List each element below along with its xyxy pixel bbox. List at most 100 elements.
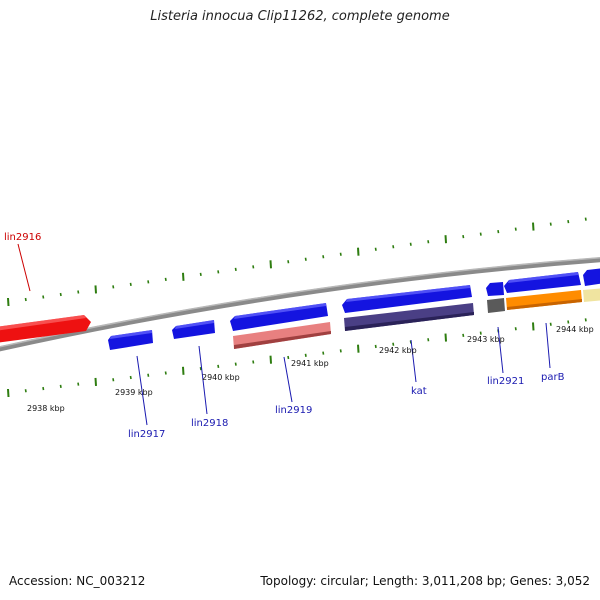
major-tick [532,322,535,331]
gene-lin2916[interactable] [0,315,91,343]
gene-label-lin2918[interactable]: lin2918 [191,418,228,429]
major-tick [357,344,360,353]
gene-label-lin2917[interactable]: lin2917 [128,429,165,440]
gene-label-lin2919[interactable]: lin2919 [275,405,312,416]
minor-tick [42,386,45,391]
position-label: 2941 kbp [291,359,329,368]
accession-text: Accession: NC_003212 [9,574,146,588]
minor-tick [252,265,255,269]
gene-parB[interactable] [504,272,581,293]
gene-label-kat[interactable]: kat [411,386,427,397]
minor-tick [339,252,342,256]
minor-tick [164,277,167,282]
minor-tick [514,327,517,331]
gene-label-lin2916[interactable]: lin2916 [4,232,41,243]
minor-tick [322,351,325,355]
minor-tick [549,222,552,226]
gene-orange[interactable] [506,290,582,310]
minor-tick [374,247,377,251]
minor-tick [392,342,395,346]
minor-tick [462,235,465,239]
position-label: 2943 kbp [467,335,505,344]
minor-tick [567,320,570,324]
gene-kat[interactable] [342,285,472,313]
gene-next[interactable] [583,268,600,286]
minor-tick [322,255,325,259]
major-tick [444,235,447,244]
minor-tick [217,270,220,274]
gene-gray[interactable] [487,298,505,313]
minor-tick [129,375,132,380]
major-tick [532,222,535,231]
minor-tick [514,227,517,231]
minor-tick [42,295,45,299]
position-label: 2938 kbp [27,404,65,413]
minor-tick [287,260,290,264]
major-tick [269,260,272,269]
major-tick [357,247,360,256]
gene-yellow[interactable] [583,288,600,302]
gene-lin2919[interactable] [230,303,328,331]
genome-stats-text: Topology: circular; Length: 3,011,208 bp… [260,574,590,588]
minor-tick [147,373,150,377]
major-tick [7,388,10,398]
minor-tick [427,338,430,342]
minor-tick [252,360,255,364]
minor-tick [567,219,570,224]
minor-tick [24,297,27,302]
minor-tick [234,362,237,366]
gene-callouts [17,243,551,426]
minor-tick [199,272,202,276]
minor-tick [479,331,482,335]
major-tick [94,285,97,294]
genome-title: Listeria innocua Clip11262, complete gen… [150,9,450,24]
minor-tick [77,382,80,386]
position-label: 2942 kbp [379,346,417,355]
minor-tick [339,349,342,353]
lower-tick-track [7,318,587,398]
minor-tick [374,344,377,349]
minor-tick [217,364,220,369]
major-tick [269,355,272,364]
minor-tick [59,384,62,388]
major-tick [182,272,185,281]
minor-tick [77,290,80,294]
minor-tick [549,322,552,326]
minor-tick [409,242,412,246]
minor-tick [584,318,587,322]
minor-tick [24,389,27,393]
major-tick [444,333,447,342]
minor-tick [199,366,202,371]
position-label: 2944 kbp [556,325,594,334]
minor-tick [392,245,395,249]
minor-tick [112,285,115,289]
upper-tick-track [7,217,587,307]
minor-tick [462,333,465,337]
gene-label-parB[interactable]: parB [541,372,565,383]
position-label: 2940 kbp [202,373,240,382]
position-label: 2939 kbp [115,388,153,397]
major-tick [182,366,185,375]
gene-label-lin2921[interactable]: lin2921 [487,376,524,387]
genome-backbone [0,257,600,352]
major-tick [94,377,97,386]
gene-lin2918[interactable] [172,320,215,339]
minor-tick [164,371,167,375]
minor-tick [584,217,587,221]
gene-track [0,268,600,350]
minor-tick [234,267,237,271]
minor-tick [304,353,307,357]
minor-tick [479,232,482,236]
major-tick [7,297,10,307]
minor-tick [112,378,115,382]
minor-tick [59,292,62,297]
minor-tick [497,230,500,234]
minor-tick [287,355,290,360]
gene-lin2921[interactable] [486,282,504,296]
minor-tick [304,257,307,261]
minor-tick [129,282,132,287]
minor-tick [147,280,150,284]
minor-tick [427,240,430,244]
